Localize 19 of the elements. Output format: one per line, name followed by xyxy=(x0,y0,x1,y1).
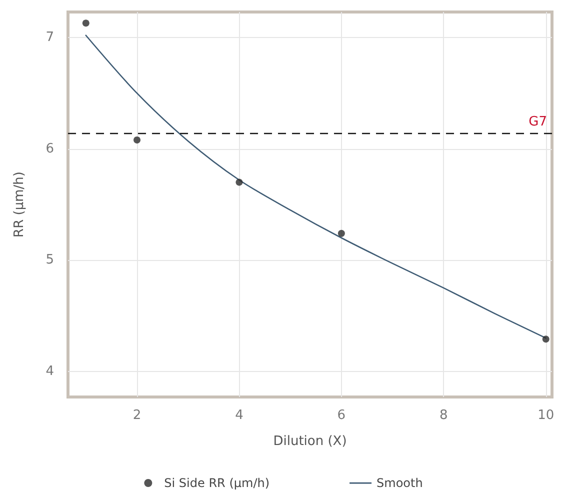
legend-label: Si Side RR (µm/h) xyxy=(164,476,270,490)
x-axis-title: Dilution (X) xyxy=(273,434,347,449)
y-tick-label: 7 xyxy=(46,30,54,46)
y-tick-label: 4 xyxy=(46,364,54,379)
y-tick-label: 6 xyxy=(46,141,54,156)
x-tick-label: 4 xyxy=(235,408,244,423)
x-tick-label: 2 xyxy=(132,408,142,423)
point xyxy=(134,136,140,144)
y-tick-label: 5 xyxy=(46,252,54,268)
x-tick-label: 10 xyxy=(538,408,554,423)
x-tick-label: 6 xyxy=(337,408,346,423)
x-tick-label: 8 xyxy=(440,408,448,423)
point xyxy=(542,336,550,343)
point xyxy=(82,20,90,27)
y-axis-title: RR (µm/h) xyxy=(12,172,27,238)
point xyxy=(236,178,243,186)
ref-line-label: G7 xyxy=(528,114,547,130)
point xyxy=(338,230,345,237)
legend-label: Smooth xyxy=(376,476,423,490)
